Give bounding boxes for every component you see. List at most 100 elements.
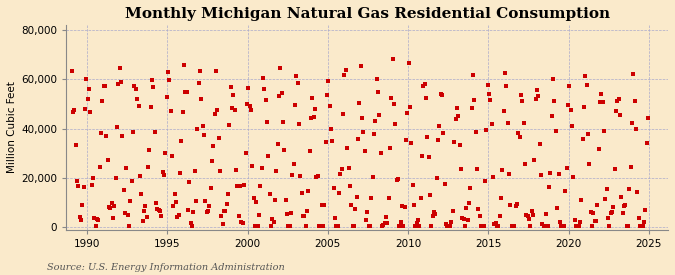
Point	[260, 98, 271, 103]
Point	[267, 217, 277, 221]
Point	[472, 167, 483, 172]
Point	[113, 81, 124, 86]
Point	[434, 124, 445, 128]
Point	[392, 178, 402, 183]
Point	[256, 165, 267, 170]
Point	[593, 146, 604, 151]
Point	[521, 213, 532, 218]
Point	[179, 63, 190, 67]
Point	[114, 66, 125, 70]
Point	[322, 93, 333, 97]
Point	[389, 102, 400, 106]
Point	[242, 101, 252, 106]
Point	[414, 224, 425, 228]
Point	[477, 224, 487, 228]
Point	[149, 130, 160, 134]
Point	[76, 218, 86, 222]
Point	[506, 224, 517, 228]
Point	[481, 128, 491, 132]
Point	[482, 82, 493, 87]
Point	[247, 164, 258, 168]
Point	[311, 174, 322, 179]
Point	[404, 105, 415, 109]
Point	[554, 220, 565, 225]
Point	[336, 166, 347, 171]
Point	[524, 217, 535, 221]
Point	[85, 110, 96, 114]
Point	[251, 200, 262, 205]
Point	[633, 215, 644, 220]
Point	[314, 224, 325, 228]
Point	[298, 214, 308, 218]
Point	[125, 198, 136, 203]
Y-axis label: Million Cubic Feet: Million Cubic Feet	[7, 81, 17, 173]
Point	[528, 213, 539, 218]
Point	[93, 218, 104, 223]
Point	[97, 99, 108, 103]
Point	[329, 216, 340, 221]
Point	[235, 184, 246, 188]
Point	[283, 224, 294, 228]
Point	[321, 139, 331, 144]
Point	[614, 97, 624, 101]
Point	[502, 121, 513, 126]
Point	[452, 106, 462, 111]
Point	[81, 77, 92, 81]
Point	[261, 120, 272, 125]
Point	[108, 215, 119, 220]
Point	[69, 108, 80, 112]
Point	[176, 139, 187, 143]
Point	[568, 174, 578, 179]
Point	[331, 224, 342, 228]
Point	[343, 166, 354, 170]
Point	[385, 146, 396, 150]
Point	[80, 107, 90, 112]
Point	[99, 84, 109, 88]
Point	[520, 162, 531, 166]
Point	[516, 93, 526, 98]
Point	[117, 134, 128, 138]
Point	[366, 196, 377, 200]
Point	[347, 224, 358, 228]
Point	[327, 139, 338, 143]
Point	[315, 224, 326, 228]
Point	[140, 204, 151, 208]
Point	[234, 214, 244, 218]
Point	[423, 155, 434, 159]
Point	[215, 169, 225, 174]
Point	[545, 171, 556, 175]
Point	[550, 129, 561, 134]
Point	[441, 221, 452, 226]
Point	[387, 56, 398, 61]
Point	[134, 174, 145, 178]
Point	[351, 194, 362, 199]
Point	[317, 202, 327, 207]
Point	[483, 91, 494, 96]
Point	[574, 219, 585, 224]
Point	[532, 88, 543, 93]
Point	[86, 183, 97, 188]
Point	[450, 117, 461, 121]
Point	[319, 203, 330, 207]
Point	[439, 182, 450, 186]
Point	[446, 219, 457, 224]
Point	[429, 210, 439, 214]
Point	[396, 220, 406, 224]
Point	[398, 224, 409, 228]
Point	[104, 204, 115, 209]
Point	[156, 214, 167, 218]
Point	[445, 224, 456, 228]
Point	[227, 106, 238, 110]
Point	[318, 224, 329, 228]
Point	[326, 126, 337, 131]
Point	[468, 73, 479, 77]
Point	[533, 94, 544, 98]
Point	[281, 212, 292, 216]
Point	[601, 186, 612, 191]
Point	[171, 200, 182, 204]
Point	[643, 115, 653, 120]
Point	[509, 224, 520, 228]
Point	[273, 94, 284, 98]
Point	[224, 123, 235, 128]
Point	[558, 224, 569, 228]
